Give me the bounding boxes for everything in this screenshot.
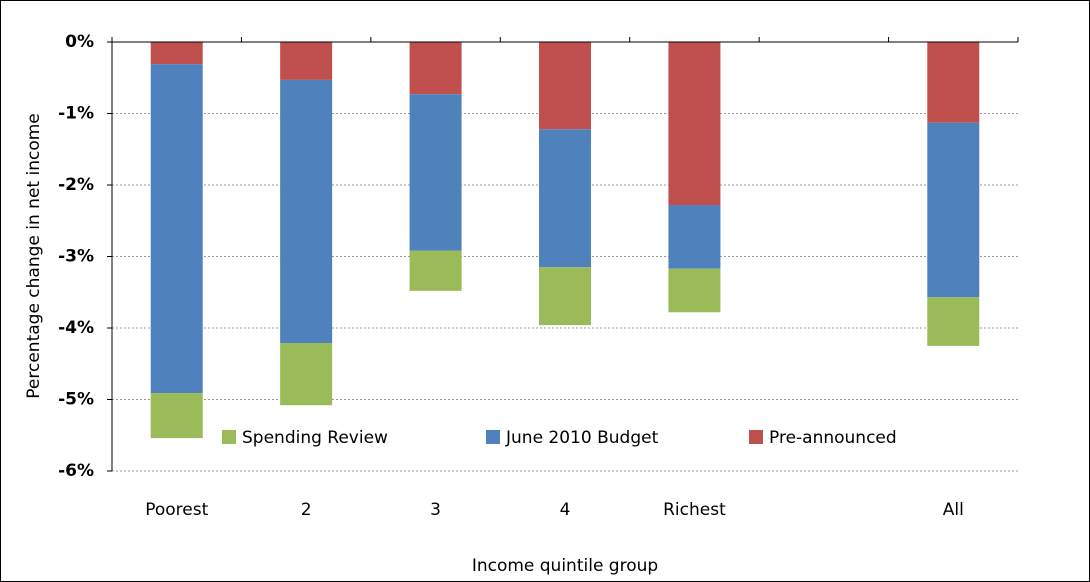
y-tick-label: -5% bbox=[58, 390, 94, 410]
bar-segment bbox=[280, 343, 333, 406]
bar-segment bbox=[539, 42, 591, 130]
bar-segment bbox=[668, 268, 721, 313]
legend-swatch bbox=[486, 430, 500, 444]
bar-segment bbox=[150, 42, 203, 65]
y-axis-label: Percentage change in net income bbox=[24, 113, 44, 398]
bar-segment bbox=[668, 205, 721, 269]
bar-segment bbox=[409, 250, 462, 291]
bar-segment bbox=[927, 42, 980, 123]
bar-segment bbox=[539, 129, 591, 268]
x-tick-label: Richest bbox=[663, 500, 726, 520]
y-tick-label: -3% bbox=[58, 247, 94, 267]
y-tick-label: -1% bbox=[58, 104, 94, 124]
legend-swatch bbox=[222, 430, 236, 444]
x-tick-label: Poorest bbox=[145, 500, 208, 520]
bar-segment bbox=[280, 42, 333, 80]
legend-swatch bbox=[749, 430, 763, 444]
bar-segment bbox=[150, 64, 203, 394]
y-tick-label: -6% bbox=[58, 461, 94, 481]
y-tick-label: -2% bbox=[58, 175, 94, 195]
bar-segment bbox=[539, 267, 591, 326]
bar-segment bbox=[150, 393, 203, 439]
bar-segment bbox=[409, 42, 462, 95]
bar-segment bbox=[409, 94, 462, 251]
bar-segment bbox=[927, 122, 980, 298]
x-tick-label: 4 bbox=[560, 500, 571, 520]
x-axis-label: Income quintile group bbox=[472, 556, 658, 576]
y-tick-label: -4% bbox=[58, 318, 94, 338]
legend-label: Pre-announced bbox=[769, 428, 897, 448]
bar-segment bbox=[927, 297, 980, 346]
bar-segment bbox=[668, 42, 721, 206]
legend-label: June 2010 Budget bbox=[505, 428, 659, 448]
legend-label: Spending Review bbox=[242, 428, 388, 448]
x-tick-label: All bbox=[943, 500, 964, 520]
bar-segment bbox=[280, 79, 333, 344]
x-tick-label: 2 bbox=[301, 500, 312, 520]
x-tick-label: 3 bbox=[430, 500, 441, 520]
y-tick-label: 0% bbox=[65, 32, 94, 52]
